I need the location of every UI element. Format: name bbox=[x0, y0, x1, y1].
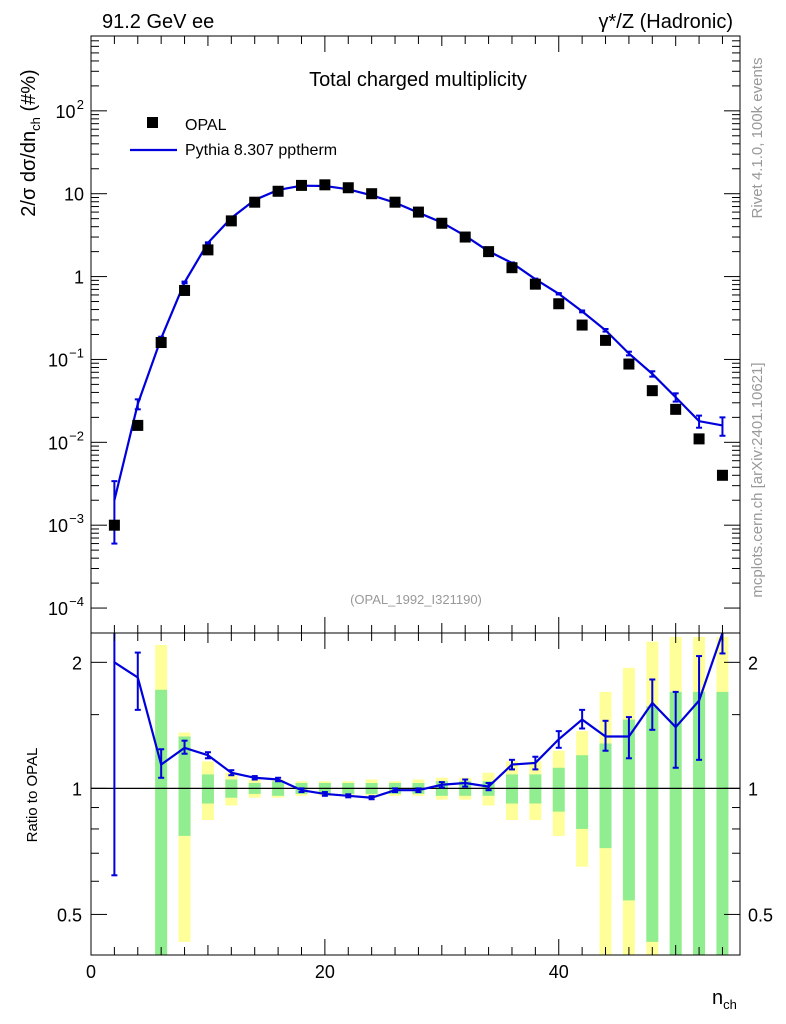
legend-data-marker bbox=[147, 117, 158, 128]
data-point bbox=[342, 182, 354, 194]
data-markers bbox=[108, 179, 728, 531]
ratio-x-tick-labels: 0 20 40 bbox=[86, 962, 569, 982]
data-point bbox=[483, 246, 495, 258]
data-point bbox=[272, 185, 284, 197]
ratio-ytick-label-right: 1 bbox=[748, 779, 758, 799]
data-point bbox=[132, 419, 144, 431]
ratio-band-inner bbox=[716, 691, 729, 955]
data-point bbox=[389, 196, 401, 208]
ratio-ytick-label-right: 0.5 bbox=[748, 905, 773, 925]
header-left-label: 91.2 GeV ee bbox=[102, 11, 214, 33]
chart-title: Total charged multiplicity bbox=[309, 69, 527, 91]
main-ytick-exponent: −1 bbox=[69, 345, 84, 360]
data-point bbox=[225, 215, 237, 227]
ratio-panel: 0.5 0.5 1 1 2 2 0 20 40 Ratio to OPAL nch bbox=[24, 632, 773, 1012]
data-point bbox=[716, 469, 728, 481]
mcplots-label: mcplots.cern.ch [arXiv:2401.10621] bbox=[749, 362, 766, 597]
main-y-axis-label: 2/σ dσ/dnch (#%) bbox=[18, 69, 43, 216]
data-point bbox=[202, 244, 214, 256]
data-point bbox=[459, 231, 471, 243]
ratio-y-axis-label: Ratio to OPAL bbox=[24, 748, 41, 843]
ratio-band-inner bbox=[599, 743, 612, 849]
data-point bbox=[553, 298, 565, 310]
ratio-ytick-label-right: 2 bbox=[748, 653, 758, 673]
mc-series-line bbox=[113, 184, 723, 501]
data-point bbox=[623, 358, 635, 370]
data-point bbox=[529, 278, 541, 290]
data-point bbox=[179, 284, 191, 296]
main-ytick-label: 10 bbox=[48, 350, 68, 370]
data-point bbox=[108, 519, 120, 531]
reference-label: (OPAL_1992_I321190) bbox=[350, 592, 482, 607]
ratio-band-inner bbox=[646, 706, 659, 942]
data-point bbox=[366, 188, 378, 200]
rivet-version-label: Rivet 4.1.0, 100k events bbox=[749, 58, 766, 219]
data-point bbox=[319, 179, 331, 191]
main-ytick-label: 10 bbox=[64, 185, 84, 205]
ratio-band-inner bbox=[155, 689, 168, 955]
ratio-band-inner bbox=[622, 719, 635, 901]
ratio-ytick-label-left: 2 bbox=[72, 653, 82, 673]
header-right-label: γ*/Z (Hadronic) bbox=[599, 11, 733, 33]
ratio-axis-ticks bbox=[90, 633, 740, 955]
ratio-band-inner bbox=[693, 691, 706, 955]
ratio-band-inner bbox=[576, 755, 589, 829]
ratio-band-inner bbox=[669, 691, 682, 955]
ratio-ytick-label-left: 1 bbox=[72, 779, 82, 799]
main-ytick-label: 10 bbox=[48, 516, 68, 536]
main-ytick-exponent: −2 bbox=[69, 428, 84, 443]
main-axis-ticks bbox=[90, 35, 740, 633]
main-ytick-exponent: −3 bbox=[69, 511, 84, 526]
data-point bbox=[249, 196, 261, 208]
ratio-uncertainty-bands bbox=[155, 636, 729, 955]
ratio-mc-line bbox=[113, 632, 724, 799]
data-point bbox=[600, 334, 612, 346]
main-ytick-label: 10 bbox=[48, 599, 68, 619]
ratio-xtick-label: 40 bbox=[549, 962, 569, 982]
data-point bbox=[436, 217, 448, 229]
data-point bbox=[576, 319, 588, 331]
main-ytick-exponent: −4 bbox=[69, 594, 84, 609]
legend-mc-label: Pythia 8.307 pptherm bbox=[185, 142, 337, 159]
x-axis-label: nch bbox=[712, 987, 737, 1012]
main-ytick-label: 10 bbox=[48, 433, 68, 453]
legend: OPAL Pythia 8.307 pptherm bbox=[130, 117, 337, 159]
data-point bbox=[412, 206, 424, 218]
ratio-band-inner bbox=[552, 767, 565, 812]
data-point bbox=[646, 385, 658, 397]
data-point bbox=[693, 433, 705, 445]
main-ytick-exponent: 2 bbox=[77, 97, 84, 112]
ratio-y-tick-labels: 0.5 0.5 1 1 2 2 bbox=[57, 653, 773, 925]
ratio-frame bbox=[90, 632, 741, 956]
data-point bbox=[155, 337, 167, 349]
data-point bbox=[506, 262, 518, 274]
ratio-ytick-label-left: 0.5 bbox=[57, 905, 82, 925]
ratio-band-inner bbox=[178, 736, 191, 836]
data-point bbox=[670, 403, 682, 415]
main-ytick-label: 1 bbox=[74, 268, 84, 288]
data-point bbox=[295, 179, 307, 191]
ratio-xtick-label: 0 bbox=[86, 962, 96, 982]
legend-data-label: OPAL bbox=[185, 117, 227, 134]
main-ytick-label: 10 bbox=[55, 102, 75, 122]
ratio-xtick-label: 20 bbox=[315, 962, 335, 982]
